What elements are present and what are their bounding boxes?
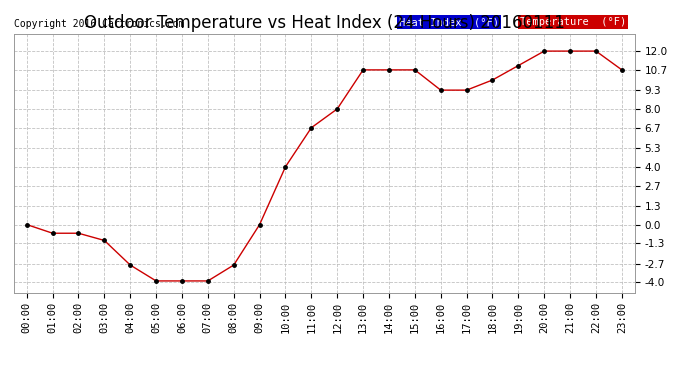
Text: Copyright 2016 Cartronics.com: Copyright 2016 Cartronics.com bbox=[14, 19, 184, 28]
Title: Outdoor Temperature vs Heat Index (24 Hours) 20160111: Outdoor Temperature vs Heat Index (24 Ho… bbox=[84, 14, 564, 32]
Text: Temperature  (°F): Temperature (°F) bbox=[520, 17, 626, 27]
Text: Heat Index  (°F): Heat Index (°F) bbox=[399, 17, 499, 27]
